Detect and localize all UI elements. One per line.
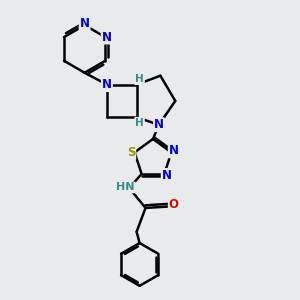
Text: N: N <box>102 31 112 44</box>
Text: N: N <box>154 118 164 131</box>
Text: N: N <box>102 78 112 91</box>
Text: N: N <box>169 144 179 158</box>
Text: N: N <box>80 17 90 30</box>
Text: O: O <box>169 199 179 212</box>
Text: H: H <box>135 74 144 84</box>
Text: N: N <box>162 169 172 182</box>
Text: H: H <box>135 118 144 128</box>
Text: HN: HN <box>116 182 135 193</box>
Text: S: S <box>127 146 135 159</box>
